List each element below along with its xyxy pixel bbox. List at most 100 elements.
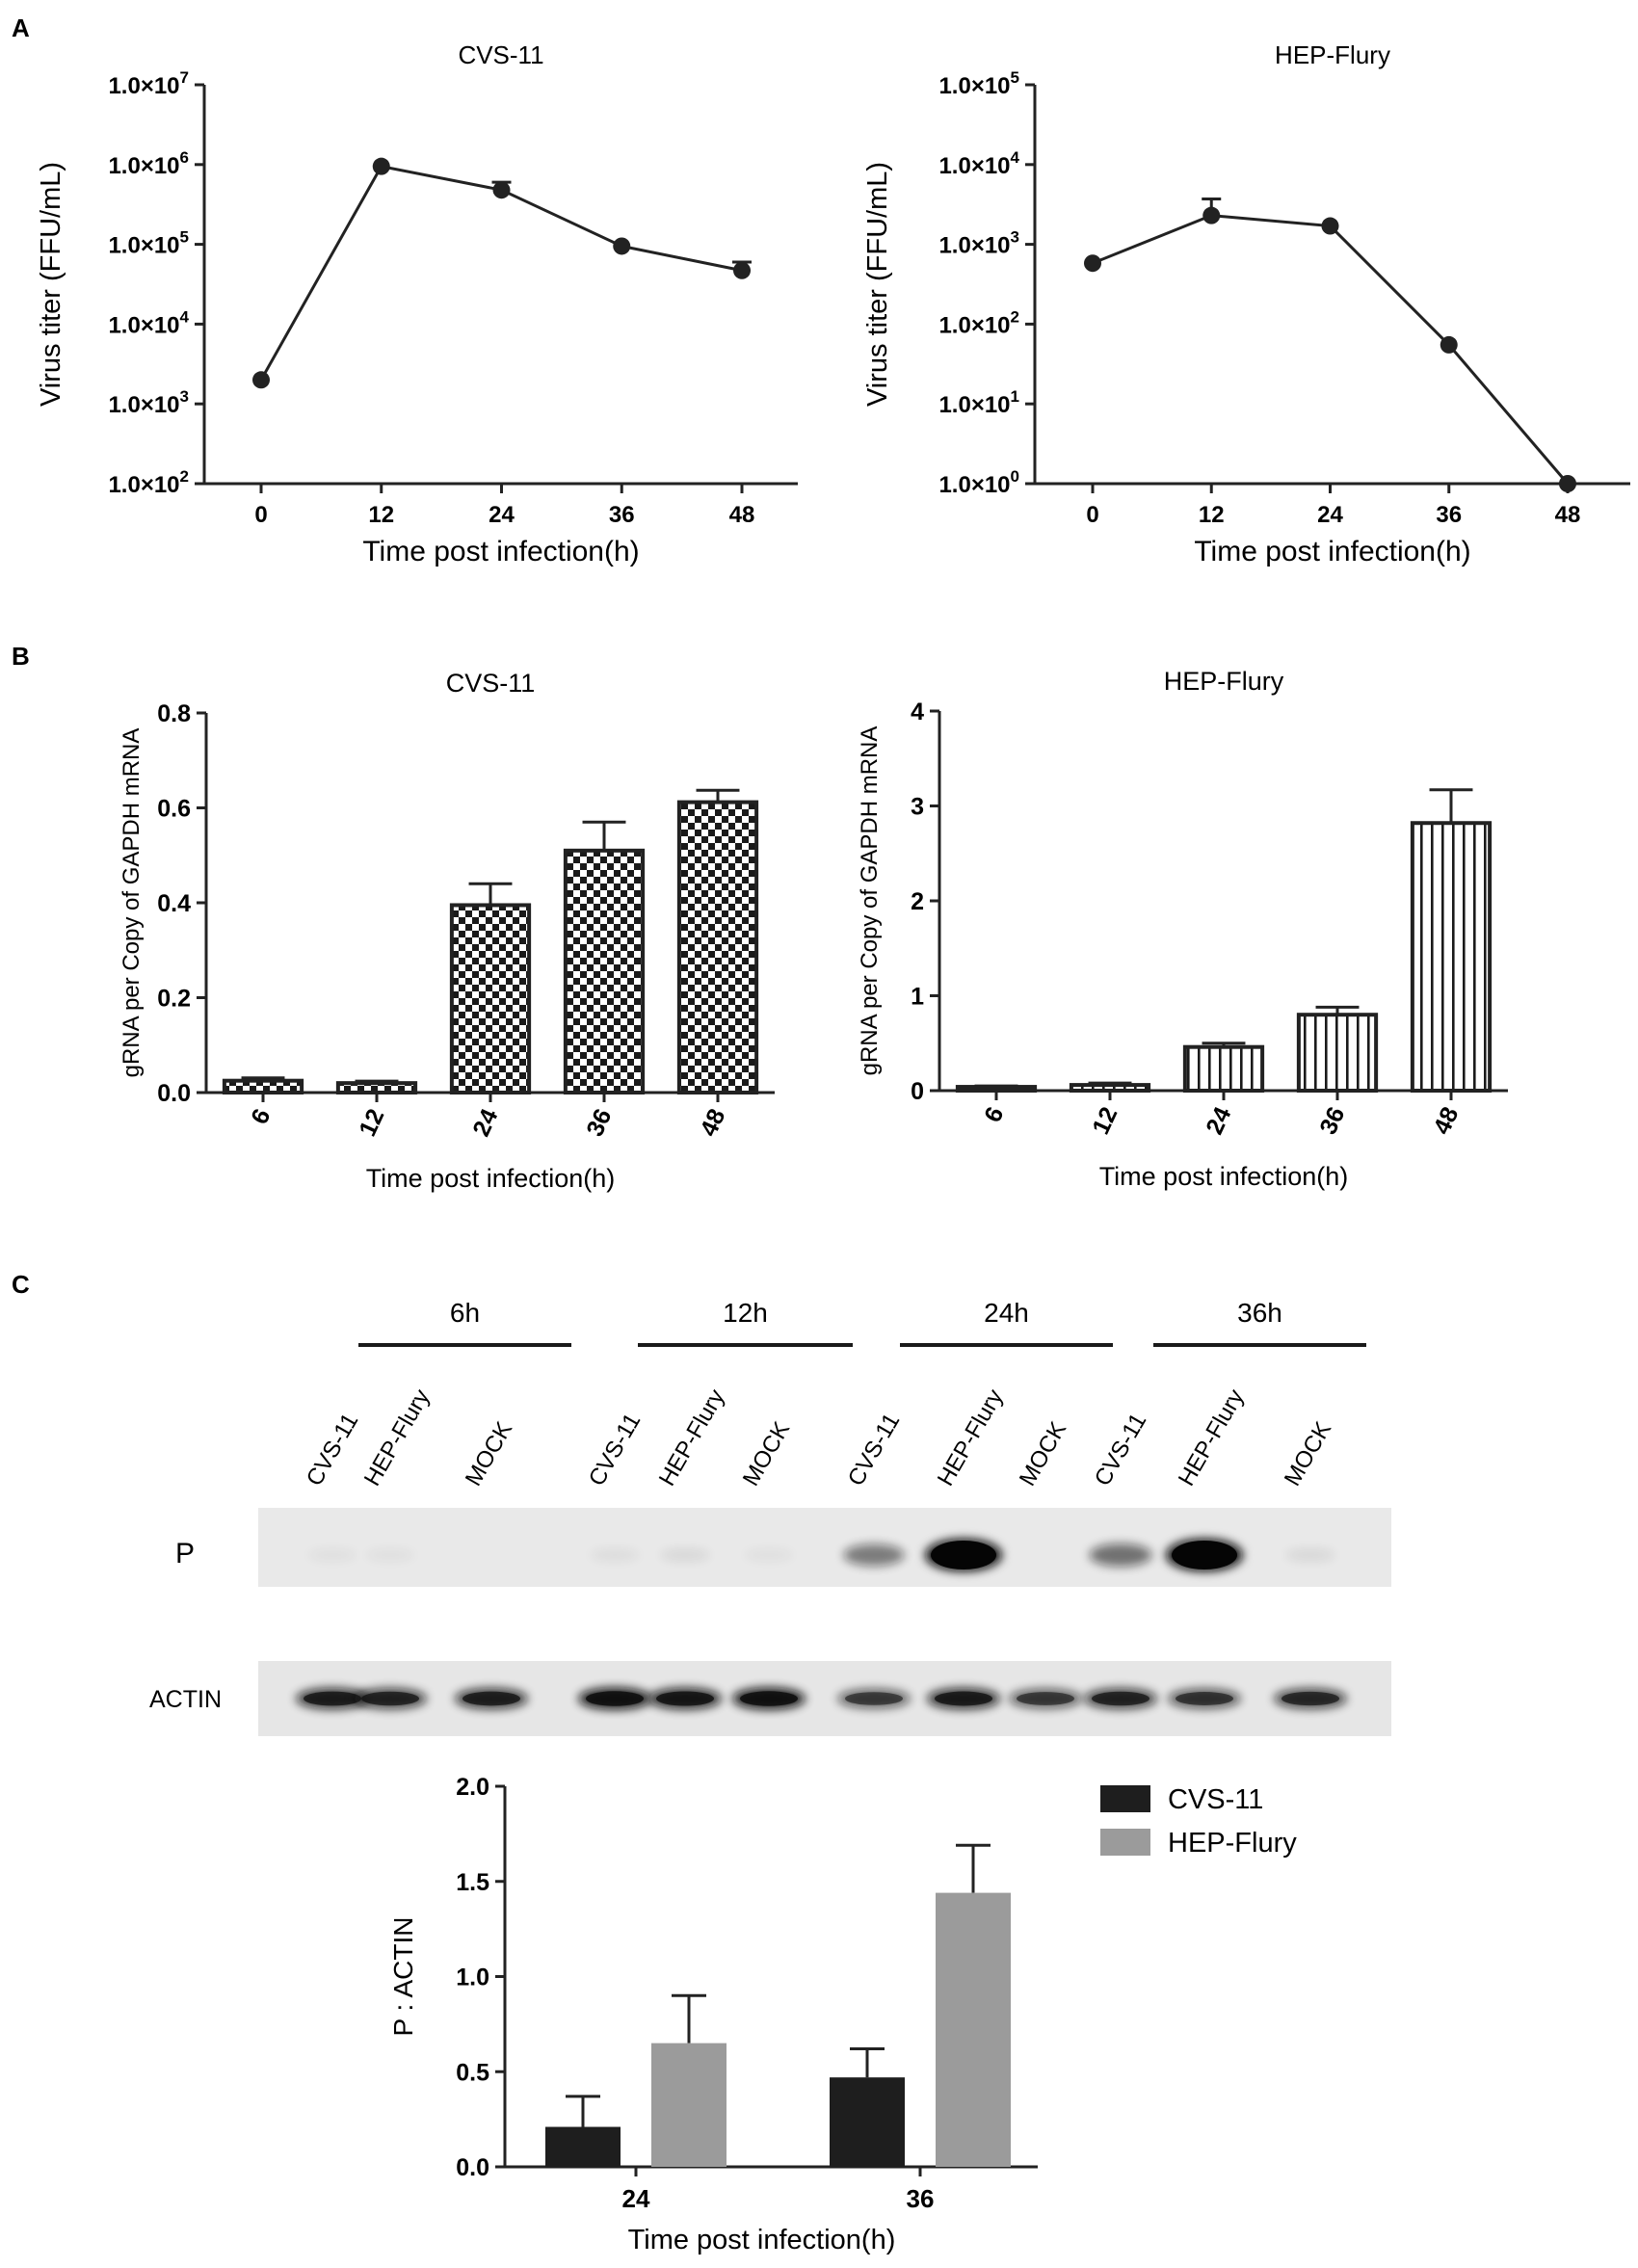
y-axis-label: gRNA per Copy of GAPDH mRNA (857, 726, 883, 1076)
x-tick-label: 48 (1555, 502, 1581, 528)
bar-hep-flury (651, 2043, 727, 2167)
p-band (1285, 1547, 1335, 1563)
y-tick-label: 0.6 (157, 796, 191, 823)
y-tick-label: 1 (911, 984, 924, 1011)
legend-label: CVS-11 (1168, 1784, 1263, 1815)
y-axis-label: P : ACTIN (388, 1917, 418, 2037)
data-point (1202, 206, 1221, 224)
y-tick-label: 0.4 (157, 890, 191, 917)
data-point (1440, 335, 1458, 354)
x-tick-label: 24 (489, 502, 515, 528)
chart-a-cvs11-titer: CVS-11 1.0×102 1.0×103 1.0×104 1.0×105 1.0×10… (36, 40, 798, 567)
y-tick-label: 0.0 (157, 1080, 191, 1107)
bar (563, 848, 646, 1095)
timepoint-label: 24h (984, 1298, 1029, 1328)
legend-swatch (1100, 1785, 1150, 1812)
x-tick-label: 48 (729, 502, 755, 528)
x-axis-label: Time post infection(h) (362, 536, 639, 567)
actin-band-core (304, 1691, 361, 1706)
p-band-core (931, 1541, 996, 1569)
x-tick-label: 36 (1314, 1103, 1350, 1139)
bar (1182, 1044, 1265, 1093)
chart-title: CVS-11 (458, 40, 543, 69)
x-tick-label: 12 (354, 1105, 389, 1141)
chart-title: HEP-Flury (1164, 667, 1284, 696)
bar (1069, 1083, 1151, 1093)
y-tick-label: 1.0×103 (938, 228, 1019, 259)
lane-label: MOCK (1280, 1417, 1336, 1490)
y-tick-label: 4 (911, 699, 924, 725)
y-tick-label: 1.0×105 (108, 228, 189, 259)
lane-label: CVS-11 (1090, 1409, 1152, 1490)
data-point (733, 261, 751, 279)
lane-label: MOCK (1015, 1417, 1071, 1490)
x-tick-label: 24 (1317, 502, 1343, 528)
x-tick-label: 6 (979, 1103, 1009, 1126)
y-tick-label: 1.0×104 (108, 307, 189, 338)
panel-label-b: B (12, 642, 30, 671)
lane-label: MOCK (738, 1417, 795, 1490)
x-tick-label: 36 (907, 2184, 935, 2213)
x-tick-label: 24 (467, 1105, 503, 1141)
x-tick-label: 48 (1428, 1103, 1464, 1139)
actin-band-core (1281, 1691, 1339, 1706)
y-tick-label: 1.0×101 (938, 387, 1019, 418)
y-tick-label: 2 (911, 888, 924, 915)
actin-band-core (656, 1691, 714, 1706)
p-band (365, 1547, 415, 1563)
y-tick-label: 1.0×106 (108, 148, 189, 179)
series-line (1092, 214, 1570, 485)
data-point (372, 157, 390, 175)
y-tick-label: 2.0 (456, 1774, 489, 1801)
actin-band-core (361, 1691, 419, 1706)
actin-band-core (845, 1692, 903, 1705)
p-row-label: P (175, 1538, 195, 1569)
actin-band-core (740, 1691, 798, 1706)
x-tick-label: 36 (1436, 502, 1462, 528)
panel-label-a: A (12, 13, 30, 42)
bar (676, 800, 759, 1095)
p-band (590, 1547, 640, 1563)
x-tick-label: 48 (695, 1105, 730, 1141)
lane-label: HEP-Flury (1174, 1385, 1250, 1490)
bar-cvs-11 (830, 2077, 905, 2167)
y-axis-label: Virus titer (FFU/mL) (862, 162, 893, 407)
x-tick-label: 36 (609, 502, 635, 528)
p-band (744, 1547, 794, 1563)
x-tick-label: 0 (254, 502, 267, 528)
bar (335, 1081, 418, 1095)
lane-label: HEP-Flury (654, 1385, 730, 1490)
p-band (307, 1547, 357, 1563)
p-band (1089, 1543, 1152, 1567)
x-axis-label: Time post infection(h) (1099, 1162, 1349, 1191)
x-tick-label: 0 (1086, 502, 1098, 528)
actin-band-core (586, 1691, 644, 1706)
data-point (252, 371, 270, 389)
bar (1296, 1013, 1379, 1093)
bar (955, 1085, 1038, 1094)
lane-label: HEP-Flury (933, 1385, 1009, 1490)
data-point (613, 237, 631, 255)
chart-title: CVS-11 (446, 669, 536, 698)
y-axis-label: gRNA per Copy of GAPDH mRNA (119, 728, 145, 1078)
data-point (492, 181, 511, 199)
bar (449, 903, 532, 1095)
timepoint-label: 12h (723, 1298, 768, 1328)
timepoint-label: 6h (450, 1298, 480, 1328)
actin-band-core (462, 1691, 520, 1706)
y-tick-label: 1.0 (456, 1965, 489, 1991)
x-axis-label: Time post infection(h) (366, 1164, 616, 1193)
actin-band-core (1176, 1692, 1233, 1705)
y-tick-label: 1.0×105 (938, 68, 1019, 99)
data-point (1321, 217, 1339, 235)
x-axis-label: Time post infection(h) (628, 2225, 896, 2255)
lane-label: CVS-11 (584, 1409, 647, 1490)
x-tick-label: 12 (368, 502, 394, 528)
data-point (1559, 475, 1576, 492)
legend-swatch (1100, 1829, 1150, 1856)
bar (222, 1078, 304, 1094)
x-tick-label: 6 (246, 1105, 276, 1128)
